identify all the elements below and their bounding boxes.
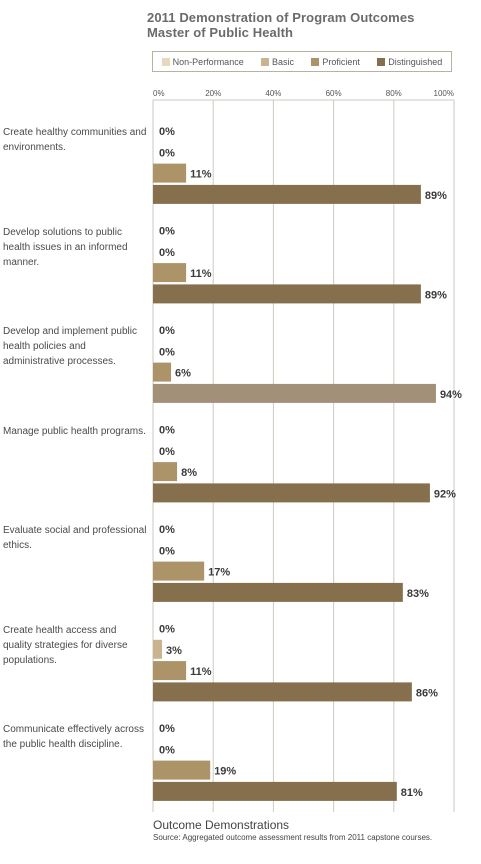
- category-label: Create healthy communities and environme…: [3, 127, 147, 153]
- category-label: Develop and implement public health poli…: [3, 326, 137, 367]
- bar-proficient: [153, 362, 172, 382]
- data-label: 0%: [159, 147, 175, 159]
- bar-distinguished: [153, 184, 421, 204]
- bar-proficient: [153, 462, 178, 482]
- legend-label: Non-Performance: [172, 56, 244, 67]
- bar-proficient: [153, 163, 187, 183]
- bar-proficient: [153, 561, 205, 581]
- x-tick-label: 100%: [434, 89, 454, 98]
- x-tick-label: 40%: [265, 89, 281, 98]
- legend-label: Basic: [272, 56, 295, 67]
- data-label: 81%: [401, 787, 423, 799]
- legend-item-distinguished: Distinguished: [377, 57, 442, 67]
- data-label: 92%: [434, 488, 456, 500]
- data-label: 83%: [407, 588, 429, 600]
- x-tick-label: 0%: [153, 89, 165, 98]
- bar-proficient: [153, 760, 211, 780]
- data-label: 0%: [159, 624, 175, 636]
- bar-distinguished: [153, 483, 430, 503]
- legend: Non-Performance Basic Proficient Disting…: [152, 51, 452, 72]
- legend-label: Proficient: [322, 56, 360, 67]
- data-label: 0%: [159, 524, 175, 536]
- bar-distinguished: [153, 284, 421, 304]
- legend-swatch: [377, 57, 386, 66]
- data-label: 89%: [425, 289, 447, 301]
- chart-title: 2011 Demonstration of Program Outcomes M…: [147, 10, 414, 40]
- bar-basic: [153, 639, 163, 659]
- data-label: 6%: [175, 368, 191, 380]
- bar-proficient: [153, 661, 187, 681]
- data-label: 11%: [190, 666, 212, 678]
- legend-swatch: [161, 57, 170, 66]
- data-label: 89%: [425, 190, 447, 202]
- data-label: 19%: [214, 766, 236, 778]
- legend-item-basic: Basic: [261, 57, 294, 67]
- data-label: 0%: [159, 446, 175, 458]
- data-label: 0%: [159, 744, 175, 756]
- category-label: Evaluate social and professional ethics.: [3, 525, 147, 551]
- data-label: 0%: [159, 723, 175, 735]
- data-label: 0%: [159, 247, 175, 259]
- data-label: 0%: [159, 425, 175, 437]
- data-label: 0%: [159, 126, 175, 138]
- category-label: Communicate effectively across the publi…: [3, 724, 144, 750]
- data-label: 17%: [208, 567, 230, 579]
- title-line-1: 2011 Demonstration of Program Outcomes: [147, 10, 415, 25]
- legend-swatch: [311, 57, 320, 66]
- category-label: Create health access and quality strateg…: [3, 624, 128, 666]
- x-tick-label: 60%: [326, 89, 342, 98]
- bar-distinguished: [153, 383, 436, 403]
- data-label: 11%: [190, 268, 212, 280]
- legend-item-non-performance: Non-Performance: [161, 56, 244, 67]
- x-axis-title: Outcome Demonstrations: [153, 818, 290, 832]
- data-label: 8%: [181, 467, 197, 479]
- data-label: 11%: [190, 169, 212, 181]
- x-tick-label: 80%: [386, 89, 402, 98]
- legend-item-proficient: Proficient: [311, 57, 360, 67]
- data-label: 3%: [166, 645, 182, 657]
- legend-swatch: [261, 57, 270, 66]
- x-tick-label: 20%: [205, 89, 221, 98]
- bar-distinguished: [153, 582, 403, 602]
- data-label: 86%: [416, 687, 438, 699]
- category-label: Manage public health programs.: [3, 425, 146, 437]
- data-label: 0%: [159, 346, 175, 358]
- data-label: 94%: [440, 389, 462, 401]
- bar-distinguished: [153, 682, 412, 702]
- bar-proficient: [153, 263, 187, 283]
- data-label: 0%: [159, 226, 175, 238]
- bar-distinguished: [153, 781, 397, 801]
- category-label: Develop solutions to public health issue…: [3, 226, 128, 268]
- data-label: 0%: [159, 325, 175, 337]
- legend-label: Distinguished: [388, 56, 443, 67]
- source-note: Source: Aggregated outcome assessment re…: [153, 833, 433, 842]
- data-label: 0%: [159, 545, 175, 557]
- title-line-2: Master of Public Health: [147, 25, 294, 40]
